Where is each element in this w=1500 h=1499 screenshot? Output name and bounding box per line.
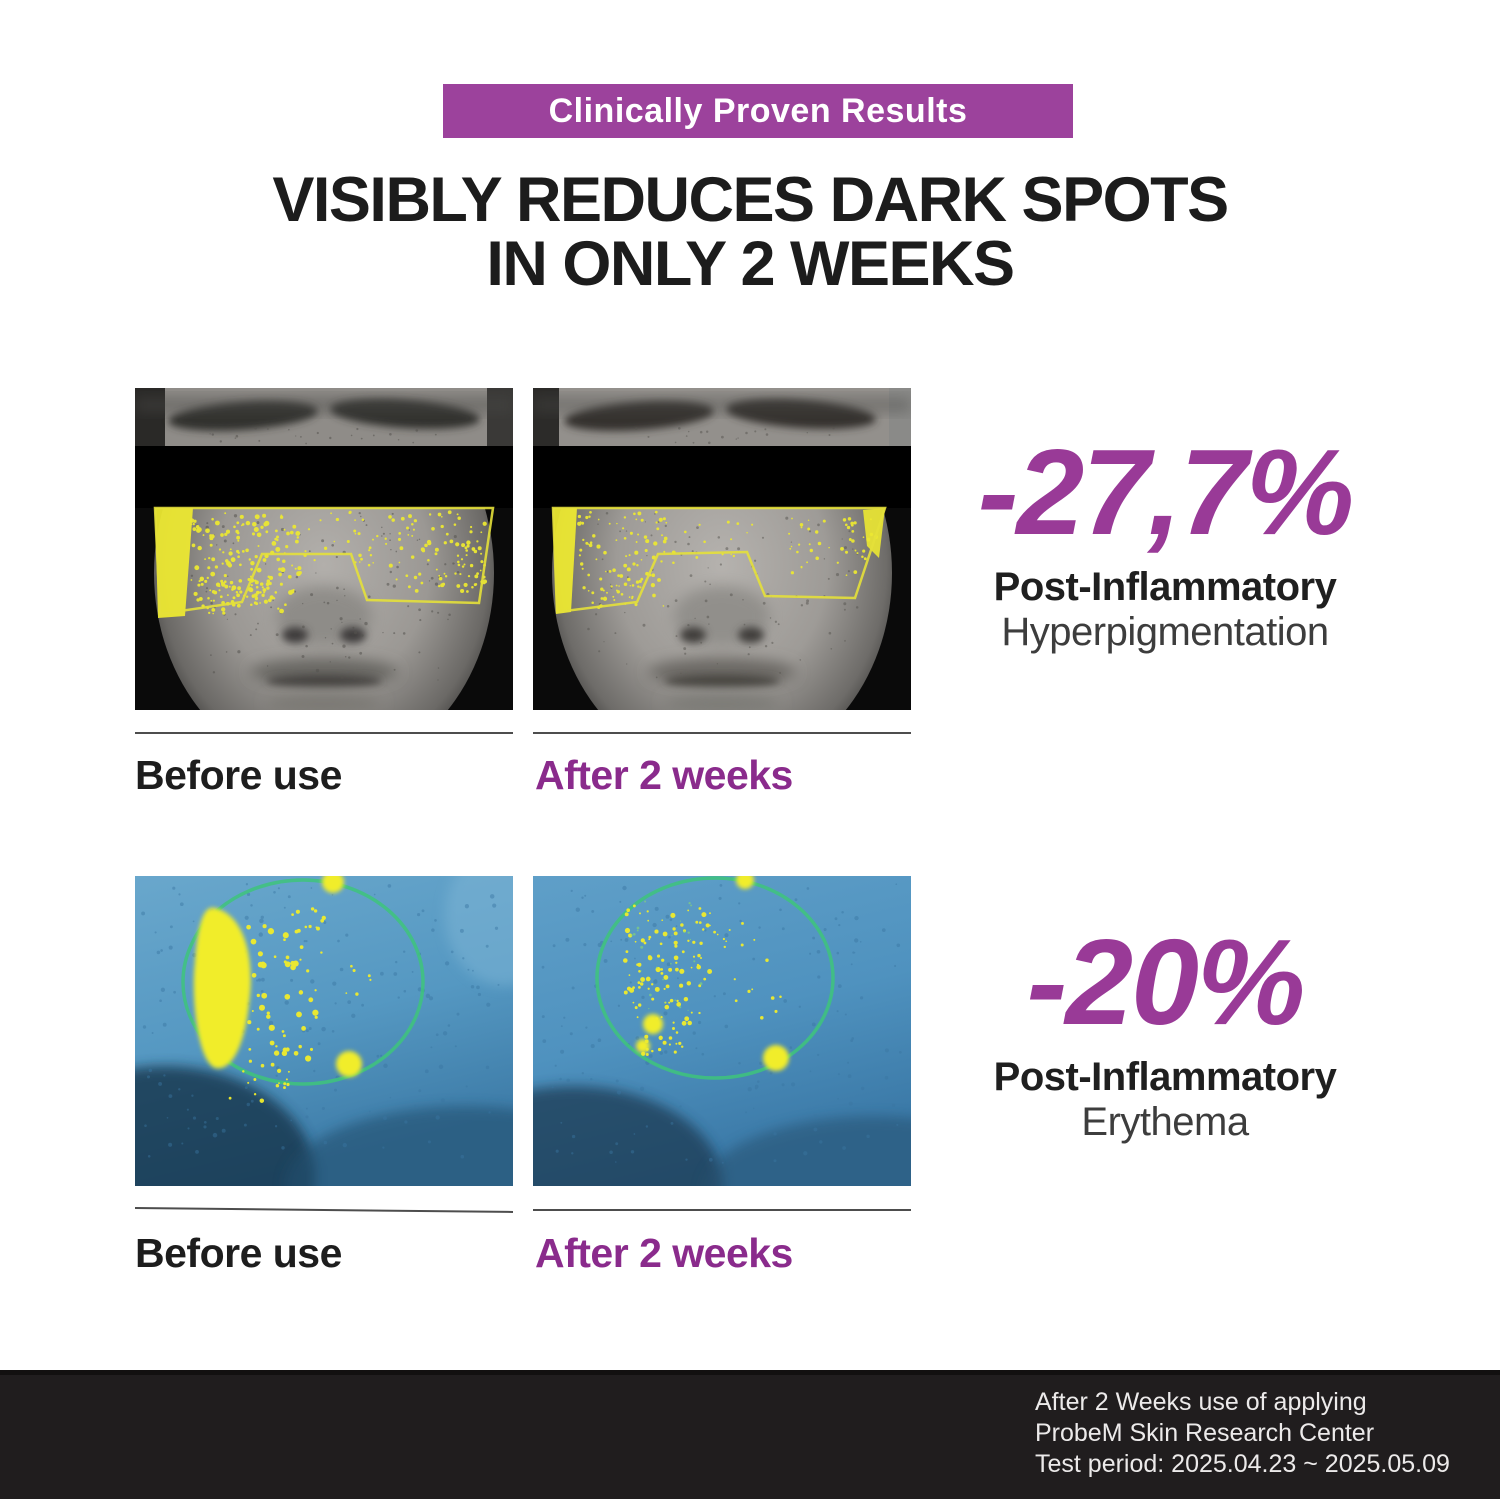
pigment-speckles bbox=[577, 510, 878, 610]
erythema-speckles bbox=[228, 907, 372, 1103]
face-uv-photo-after bbox=[533, 388, 911, 710]
footer-line-1: After 2 Weeks use of applying bbox=[1035, 1388, 1367, 1416]
hyperpigmentation-before-photo bbox=[135, 388, 513, 710]
erythema-blob-top bbox=[322, 876, 344, 893]
stat-value-erythema: -20% bbox=[1026, 914, 1306, 1050]
stat-label-bold: Post-Inflammatory bbox=[993, 565, 1337, 609]
footer: After 2 Weeks use of applying ProbeM Ski… bbox=[0, 1370, 1500, 1499]
analysis-mask-outline bbox=[551, 506, 887, 614]
footer-line-3: Test period: 2025.04.23 ~ 2025.05.09 bbox=[1035, 1450, 1450, 1478]
divider-row1-after bbox=[533, 732, 911, 734]
skin-texture-speckles bbox=[190, 426, 460, 682]
row2-after-label: After 2 weeks bbox=[535, 1230, 793, 1276]
stat-label-light: Erythema bbox=[1081, 1100, 1249, 1144]
footer-line-2: ProbeM Skin Research Center bbox=[1035, 1419, 1375, 1447]
hyperpigmentation-stat: -27,7% Post-Inflammatory Hyperpigmentati… bbox=[920, 424, 1410, 654]
page-title-line2: IN ONLY 2 WEEKS bbox=[486, 229, 1015, 299]
badge-label: Clinically Proven Results bbox=[548, 91, 968, 130]
erythema-blob-small bbox=[643, 1014, 663, 1034]
cheek-uv-photo-before bbox=[135, 876, 513, 1186]
analysis-circle-outline bbox=[181, 878, 425, 1086]
footer-disclaimer: After 2 Weeks use of applying ProbeM Ski… bbox=[1035, 1387, 1450, 1480]
erythema-stat: -20% Post-Inflammatory Erythema bbox=[920, 914, 1410, 1144]
cheek-uv-photo-after bbox=[533, 876, 911, 1186]
stat-label-light: Hyperpigmentation bbox=[1001, 610, 1329, 654]
erythema-blob-large bbox=[193, 907, 251, 1069]
hyperpigmentation-after-photo bbox=[533, 388, 911, 710]
stat-label-bold: Post-Inflammatory bbox=[993, 1055, 1337, 1099]
clinically-proven-badge: Clinically Proven Results bbox=[443, 84, 1073, 138]
erythema-speckles bbox=[622, 904, 782, 1056]
green-tinge-speckles bbox=[630, 900, 703, 1011]
stat-value-hyperpigmentation: -27,7% bbox=[977, 424, 1355, 560]
row2-before-label: Before use bbox=[135, 1230, 342, 1276]
erythema-after-photo bbox=[533, 876, 911, 1186]
divider-row2-after bbox=[533, 1209, 911, 1211]
divider-row2-before bbox=[134, 1207, 514, 1213]
pigment-speckles bbox=[189, 510, 488, 615]
pigment-patch bbox=[155, 508, 193, 618]
analysis-circle-outline bbox=[595, 876, 835, 1080]
erythema-blob-small bbox=[763, 1045, 789, 1071]
analysis-mask-outline bbox=[153, 506, 495, 616]
pigment-patch bbox=[553, 508, 577, 614]
row1-after-label: After 2 weeks bbox=[535, 752, 793, 798]
erythema-blob-small bbox=[336, 1051, 362, 1077]
erythema-before-photo bbox=[135, 876, 513, 1186]
divider-row1-before bbox=[135, 732, 513, 734]
pigment-patch-right bbox=[863, 508, 885, 558]
page-title-line1: VISIBLY REDUCES DARK SPOTS bbox=[272, 165, 1229, 235]
page-title: VISIBLY REDUCES DARK SPOTS IN ONLY 2 WEE… bbox=[0, 168, 1500, 296]
erythema-blob-top bbox=[736, 876, 754, 889]
row1-before-label: Before use bbox=[135, 752, 342, 798]
face-uv-photo-before bbox=[135, 388, 513, 710]
skin-texture-speckles bbox=[541, 883, 902, 1164]
